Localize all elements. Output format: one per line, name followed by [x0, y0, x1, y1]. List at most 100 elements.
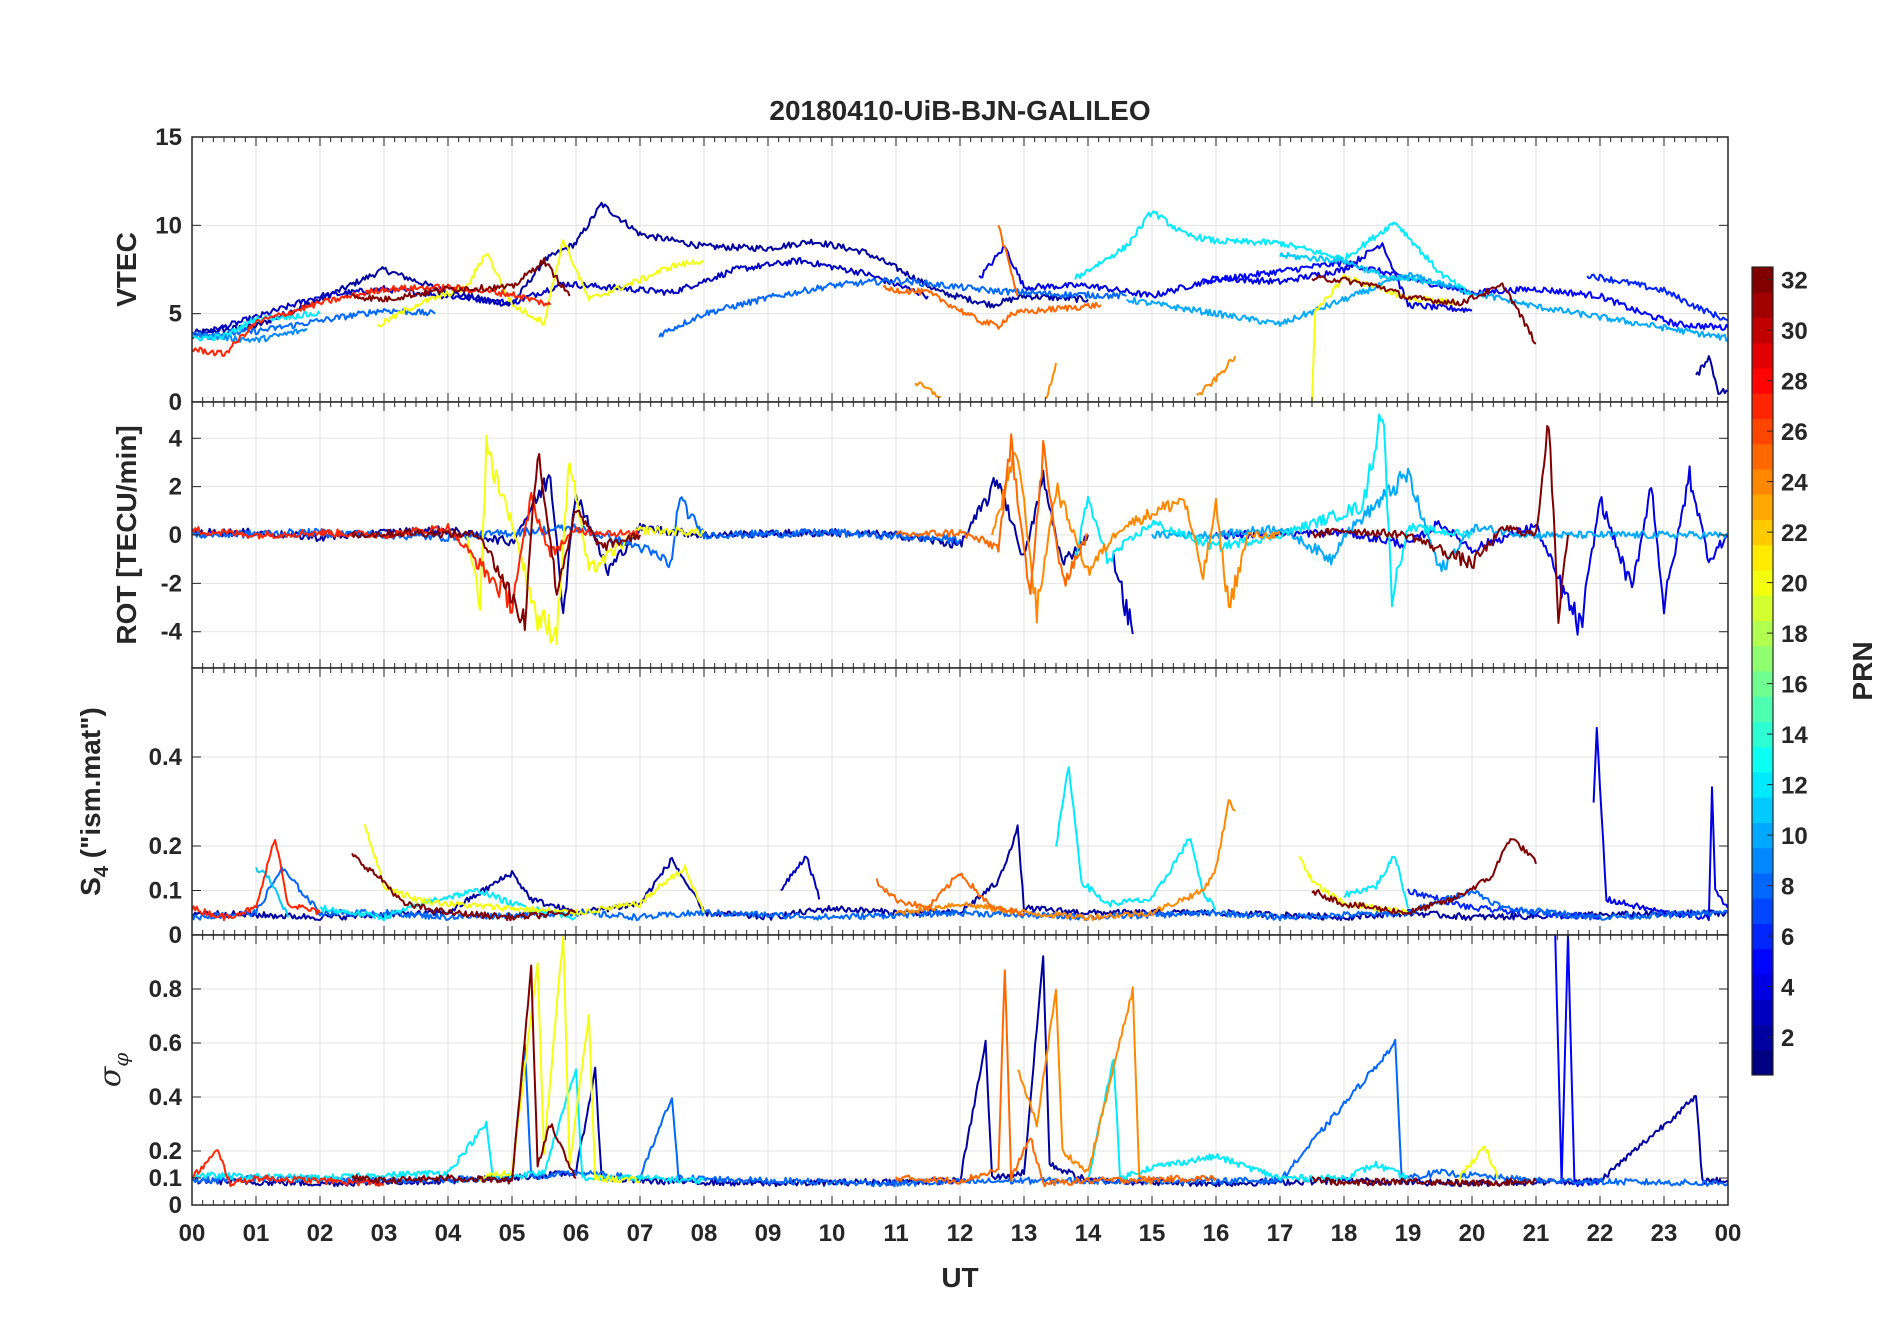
series-line-prn-24 [914, 381, 941, 398]
series-line-prn-12 [1087, 1058, 1409, 1183]
series-line-prn-9 [192, 328, 308, 343]
y-tick-label: 0.4 [149, 1084, 183, 1111]
series-line-prn-27 [192, 283, 552, 357]
colorbar-swatch [1752, 519, 1773, 546]
series-line-prn-8 [658, 276, 1127, 338]
colorbar-tick-label: 12 [1781, 773, 1808, 800]
y-tick-label: 0 [169, 389, 182, 416]
colorbar-tick-label: 4 [1781, 975, 1795, 1002]
colorbar-swatch [1752, 873, 1773, 899]
x-tick-label: 13 [1011, 1220, 1038, 1247]
colorbar-swatch [1752, 393, 1773, 419]
colorbar-swatch [1752, 974, 1773, 1000]
series-line-prn-12 [1343, 855, 1409, 909]
x-tick-label: 03 [371, 1220, 398, 1247]
colorbar-tick-label: 16 [1781, 672, 1808, 699]
colorbar-swatch [1752, 948, 1773, 975]
series-group [192, 413, 1728, 646]
y-tick-label: -2 [161, 570, 182, 597]
x-tick-label: 10 [819, 1220, 846, 1247]
colorbar-swatch [1752, 267, 1773, 293]
colorbar-swatch [1752, 292, 1773, 318]
series-line-prn-3 [1112, 553, 1134, 635]
x-tick-label: 01 [243, 1220, 270, 1247]
colorbar-tick-label: 28 [1781, 369, 1808, 396]
series-line-prn-27 [192, 491, 641, 614]
chart-title: 20180410-UiB-BJN-GALILEO [769, 95, 1150, 126]
colorbar-swatch [1752, 1024, 1773, 1051]
series-line-prn-25 [997, 224, 1019, 297]
colorbar-tick-label: 6 [1781, 924, 1794, 951]
series-line-prn-32 [1311, 425, 1569, 624]
panel-1: 0 5 10 15 VTEC [111, 124, 1729, 416]
series-line-prn-12 [192, 1068, 705, 1185]
colorbar-swatch [1752, 797, 1773, 823]
series-line-prn-12 [1074, 210, 1473, 297]
series-line-prn-6 [1586, 273, 1728, 322]
series-line-prn-32 [351, 964, 577, 1185]
colorbar-swatch [1752, 368, 1773, 394]
series-line-prn-25 [895, 433, 1089, 596]
x-tick-label: 05 [499, 1220, 526, 1247]
colorbar-swatch [1752, 746, 1773, 773]
series-line-prn-11 [1279, 251, 1441, 285]
x-tick-label: 00 [1715, 1220, 1742, 1247]
y-axis-label: σφ [93, 1053, 133, 1088]
y-tick-label: 0.6 [149, 1030, 182, 1057]
y-tick-label: 0 [169, 922, 182, 949]
series-line-prn-24 [991, 452, 1281, 624]
colorbar-tick-label: 32 [1781, 268, 1808, 295]
colorbar-swatch [1752, 671, 1773, 697]
colorbar-swatch [1752, 317, 1773, 344]
x-tick-label: 20 [1459, 1220, 1486, 1247]
panel-3: 0 0.1 0.2 0.4 S4 ("ism.mat") [75, 667, 1729, 949]
series-group [192, 726, 1728, 922]
colorbar-swatch [1752, 847, 1773, 874]
y-tick-label: 4 [169, 425, 183, 452]
colorbar-swatch [1752, 923, 1773, 950]
colorbar-swatch [1752, 443, 1773, 470]
x-tick-label: 17 [1267, 1220, 1294, 1247]
series-line-prn-20 [376, 239, 705, 328]
colorbar-swatch [1752, 494, 1773, 520]
series-line-prn-24 [1196, 355, 1237, 397]
colorbar-tick-label: 18 [1781, 621, 1808, 648]
x-tick-label: 09 [755, 1220, 782, 1247]
series-line-prn-3 [780, 855, 821, 900]
series-line-prn-24 [1016, 986, 1153, 1185]
y-tick-label: 0.1 [149, 1165, 182, 1192]
series-line-prn-4 [978, 242, 1473, 313]
colorbar-swatch [1752, 898, 1773, 924]
colorbar-swatch [1752, 595, 1773, 621]
colorbar-swatch [1752, 1049, 1773, 1076]
series-line-prn-2 [192, 469, 1089, 614]
series-line-prn-20 [479, 935, 641, 1184]
colorbar-tick-label: 10 [1781, 823, 1808, 850]
series-line-prn-20 [466, 434, 705, 646]
series-line-prn-20 [1458, 1145, 1499, 1181]
colorbar-swatch [1752, 645, 1773, 672]
y-tick-label: 5 [169, 301, 182, 328]
series-line-prn-24 [895, 799, 1236, 922]
series-line-prn-27 [192, 1149, 385, 1188]
y-tick-label: 0.2 [149, 833, 182, 860]
colorbar-swatch [1752, 342, 1773, 369]
colorbar-swatch [1752, 772, 1773, 798]
x-tick-label: 12 [947, 1220, 974, 1247]
x-tick-label: 06 [563, 1220, 590, 1247]
colorbar-tick-label: 20 [1781, 571, 1808, 598]
series-line-prn-32 [1311, 838, 1537, 916]
y-tick-label: 0.1 [149, 878, 182, 905]
colorbar-label: PRN [1847, 641, 1878, 700]
colorbar-swatch [1752, 721, 1773, 748]
colorbar-tick-label: 8 [1781, 874, 1794, 901]
y-tick-label: 2 [169, 474, 182, 501]
x-tick-label: 14 [1075, 1220, 1102, 1247]
colorbar-swatch [1752, 620, 1773, 647]
panel-4: 00.10.2 0.4 0.6 0.8 σφ [93, 934, 1729, 1219]
colorbar-swatch [1752, 544, 1773, 571]
y-tick-label: 0.4 [149, 744, 183, 771]
panel-2: -4 -2 0 2 4 ROT [TECU/min] [111, 401, 1729, 669]
y-axis-label: VTEC [111, 232, 142, 307]
